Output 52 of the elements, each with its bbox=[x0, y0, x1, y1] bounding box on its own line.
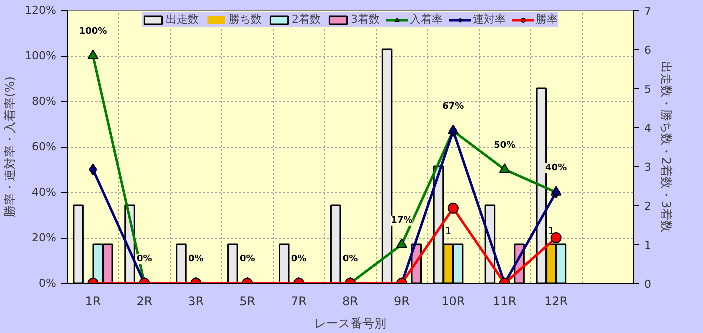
data-label: 0% bbox=[188, 254, 204, 264]
x-tick-label: 7R bbox=[291, 294, 308, 308]
y2-tick-label: 5 bbox=[644, 83, 652, 96]
data-label: 40% bbox=[546, 164, 568, 174]
x-tick-label: 12R bbox=[544, 294, 568, 308]
point bbox=[499, 163, 510, 174]
x-tick-label: 8R bbox=[342, 294, 358, 308]
data-label: 1 bbox=[445, 226, 452, 238]
data-label: 1 bbox=[548, 226, 555, 238]
legend-label: 2着数 bbox=[292, 12, 321, 27]
data-label: 0% bbox=[342, 254, 358, 264]
y2-tick-label: 0 bbox=[644, 278, 652, 291]
legend-label: 勝ち数 bbox=[229, 12, 262, 27]
x-tick-label: 9R bbox=[394, 294, 410, 308]
data-label: 100% bbox=[79, 27, 108, 37]
x-tick-label: 1R bbox=[85, 294, 102, 308]
y2-tick-label: 7 bbox=[644, 5, 652, 18]
y2-tick-label: 2 bbox=[644, 200, 652, 213]
point bbox=[448, 202, 459, 214]
point bbox=[449, 125, 458, 138]
x-tick-label: 10R bbox=[442, 294, 466, 308]
y2-tick-label: 3 bbox=[644, 161, 652, 174]
y-tick-label: 80% bbox=[32, 95, 57, 108]
legend-label: 出走数 bbox=[166, 12, 199, 27]
legend-label: 勝率 bbox=[536, 12, 558, 27]
point bbox=[552, 186, 560, 198]
y2-axis-title: 出走数・勝ち数・2着数・3着数 bbox=[660, 61, 674, 233]
y-tick-label: 40% bbox=[32, 186, 57, 199]
x-tick-label: 11R bbox=[493, 294, 517, 308]
y2-tick-label: 4 bbox=[644, 122, 652, 135]
data-label: 50% bbox=[494, 140, 516, 151]
x-tick-label: 2R bbox=[136, 294, 153, 308]
data-label: 0% bbox=[240, 254, 256, 264]
x-tick-label: 3R bbox=[188, 294, 204, 308]
data-label: 67% bbox=[442, 102, 464, 112]
y-tick-label: 120% bbox=[25, 4, 57, 17]
y-tick-label: 0% bbox=[39, 277, 56, 290]
y-axis-title: 勝率・連対率・入着率(%) bbox=[3, 76, 18, 218]
legend-label: 連対率 bbox=[473, 12, 506, 27]
y-tick-label: 20% bbox=[32, 232, 57, 244]
legend-label: 3着数 bbox=[351, 12, 380, 27]
x-axis-title: レース番号別 bbox=[314, 316, 386, 330]
y-tick-label: 60% bbox=[32, 140, 57, 154]
point bbox=[396, 238, 408, 248]
legend-label: 入着率 bbox=[410, 12, 443, 27]
y-tick-label: 100% bbox=[25, 50, 57, 62]
y2-tick-label: 6 bbox=[644, 44, 652, 57]
y2-tick-label: 1 bbox=[644, 239, 652, 252]
data-label: 17% bbox=[391, 216, 413, 226]
data-label: 0% bbox=[137, 254, 152, 264]
data-label: 0% bbox=[291, 254, 307, 264]
x-tick-label: 5R bbox=[240, 294, 256, 308]
